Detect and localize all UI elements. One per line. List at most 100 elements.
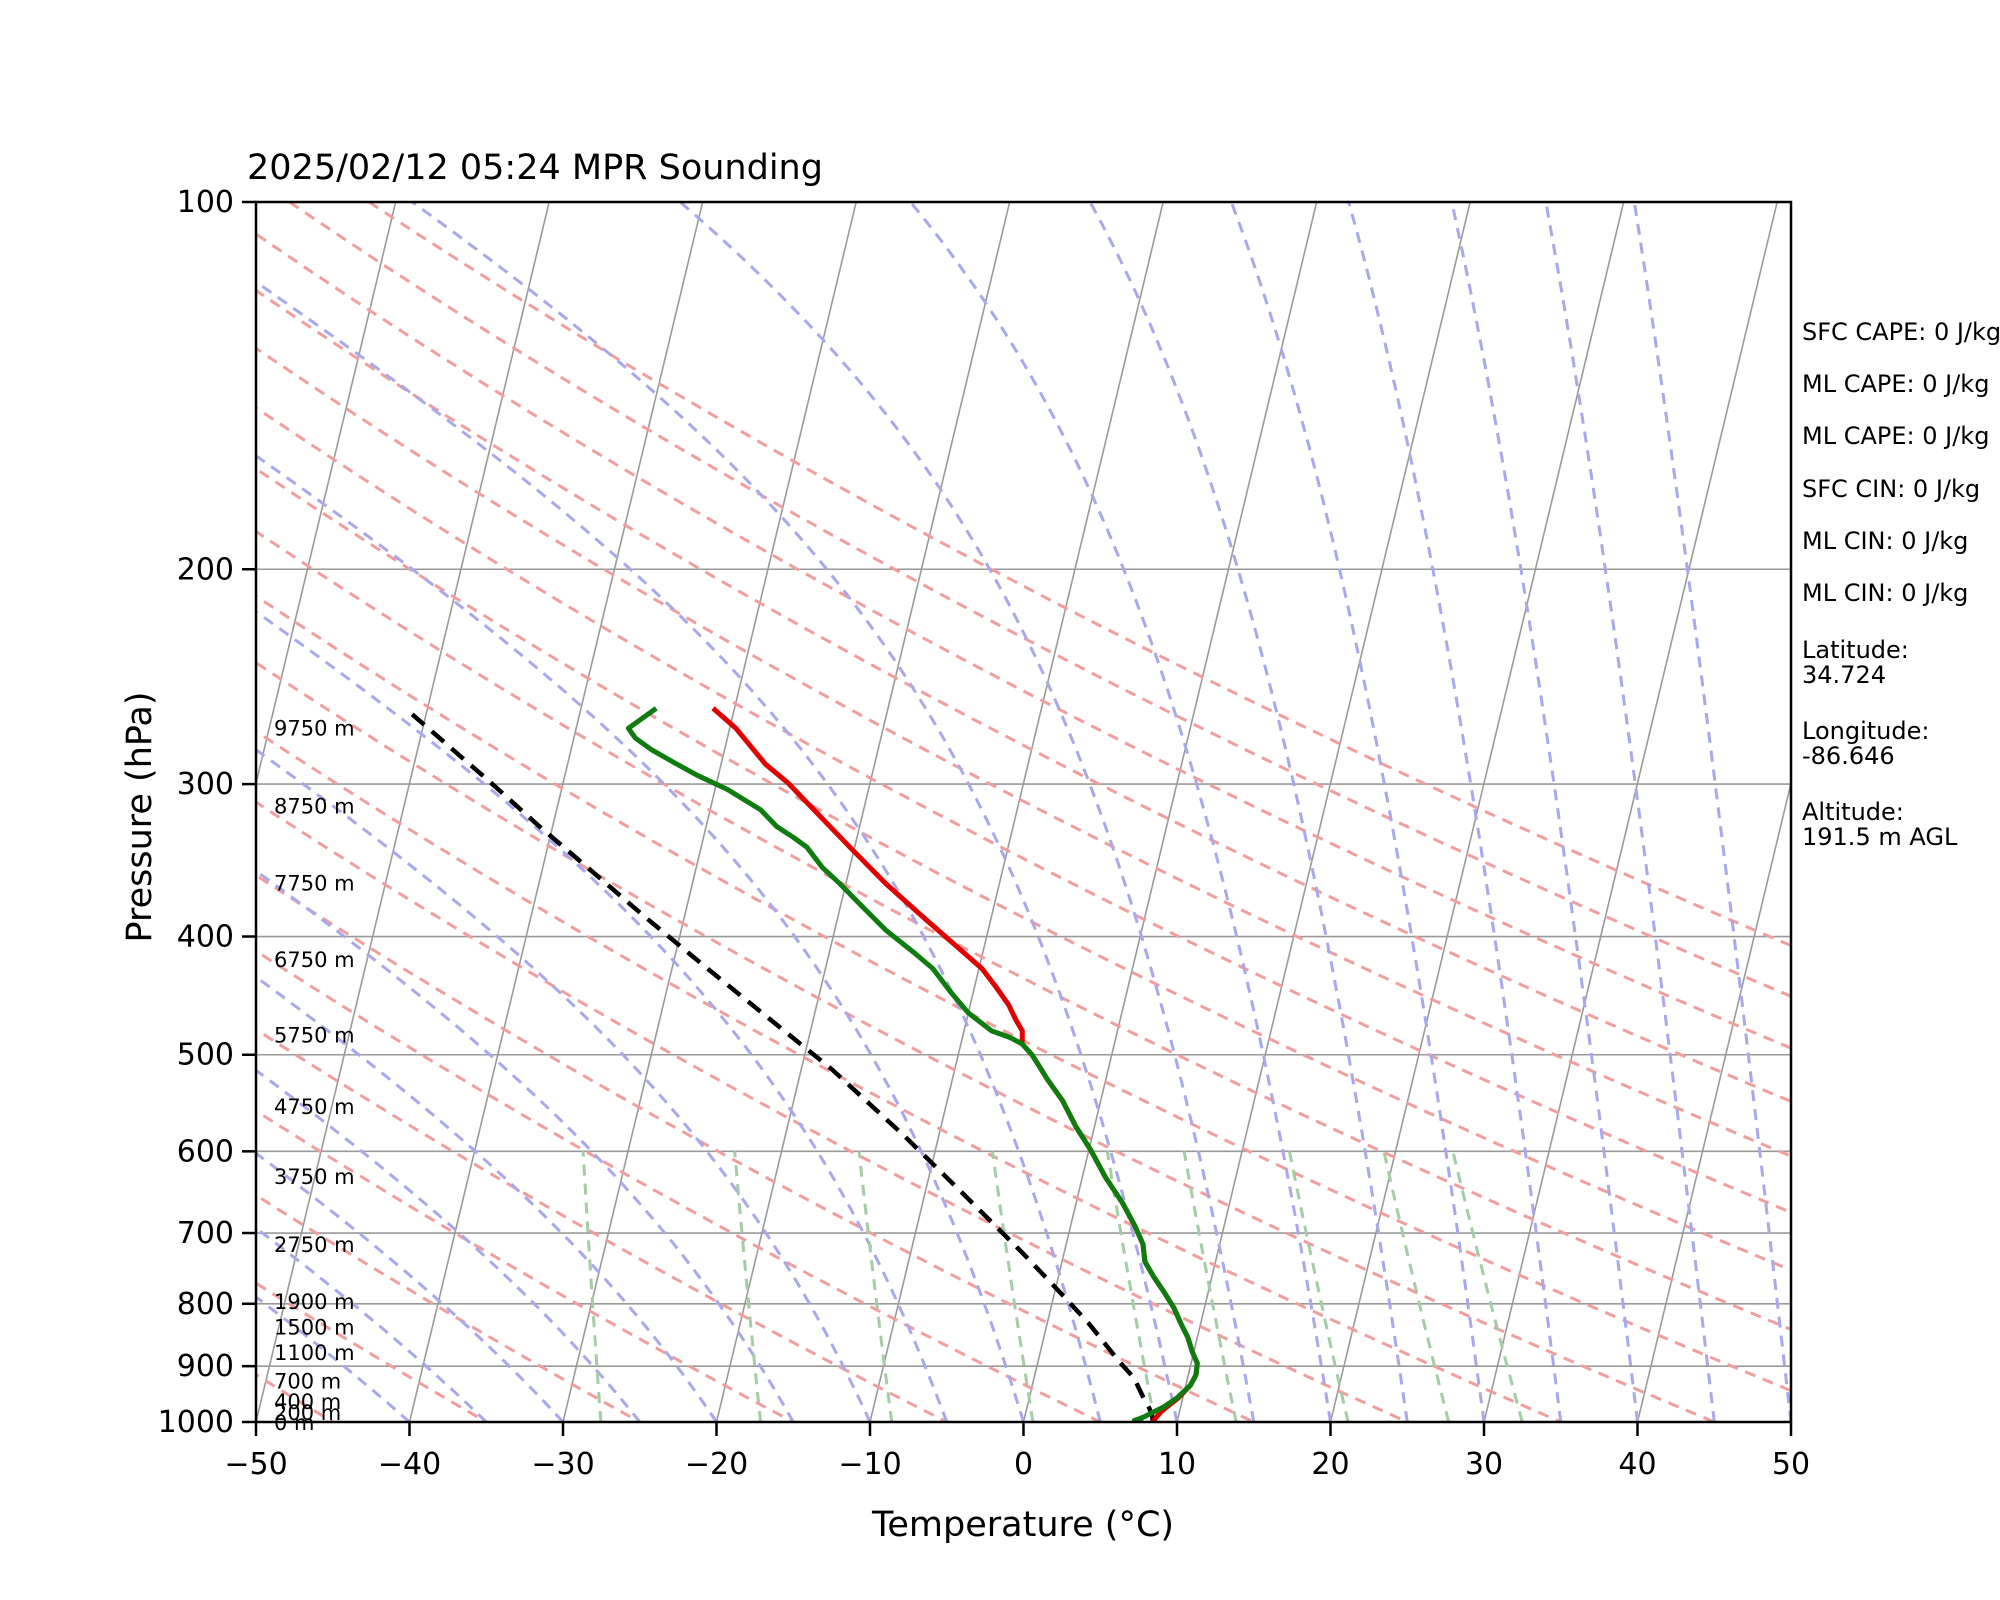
altitude-label-200-m: 200 m	[274, 1401, 341, 1425]
dry-adiabat-5	[256, 949, 1101, 1422]
page-title: 2025/02/12 05:24 MPR Sounding	[0, 148, 2000, 188]
x-tick-label--30: −30	[531, 1447, 594, 1482]
y-tick-label-700: 700	[177, 1216, 234, 1251]
plot-area	[256, 202, 1791, 1422]
mixing-ratio-32	[1451, 1150, 1524, 1422]
stat-ml-cin-2: ML CIN: 0 J/kg	[1802, 579, 1969, 607]
stat-ml-cin-1: ML CIN: 0 J/kg	[1802, 527, 1969, 555]
dewpoint-line	[625, 706, 1200, 1422]
moist-adiabat-15	[679, 202, 1256, 1422]
moist-adiabat-5	[256, 280, 1102, 1422]
isotherm-40	[1636, 779, 1791, 1422]
dry-adiabat-75	[256, 466, 1791, 1272]
y-tick-label-900: 900	[177, 1349, 234, 1384]
altitude-block: Altitude: 191.5 m AGL	[1802, 800, 1957, 850]
moist-adiabat-0	[256, 453, 1025, 1422]
isotherm--30	[562, 202, 857, 1422]
y-tick-label-300: 300	[177, 767, 234, 802]
mixing-ratio-7	[1105, 1151, 1157, 1422]
dry-adiabat-45	[256, 660, 1715, 1422]
latitude-value: 34.724	[1802, 661, 1886, 689]
altitude-label-4750-m: 4750 m	[274, 1095, 355, 1119]
longitude-value: -86.646	[1802, 742, 1895, 770]
mixing-ratio-0.4	[581, 1151, 603, 1422]
latitude-block: Latitude: 34.724	[1802, 638, 1909, 688]
dry-adiabat--35	[256, 1281, 488, 1422]
mixing-ratio-24	[1382, 1150, 1451, 1422]
isotherm-20	[1329, 202, 1625, 1422]
dry-adiabat-65	[256, 529, 1791, 1332]
isotherm--20	[715, 202, 1011, 1422]
stat-sfc-cape: SFC CAPE: 0 J/kg	[1802, 318, 2000, 346]
mixing-ratio-4	[990, 1151, 1035, 1422]
mixing-ratio-1	[733, 1151, 763, 1422]
x-tick-label-40: 40	[1618, 1447, 1656, 1482]
dry-adiabat-105	[256, 288, 1791, 1104]
y-tick-label-1000: 1000	[158, 1405, 234, 1440]
altitude-label-6750-m: 6750 m	[274, 948, 355, 972]
moist-adiabat-40	[1450, 202, 1639, 1422]
altitude-label-0-m: 0 m	[274, 1411, 315, 1435]
dry-adiabat-25	[256, 800, 1408, 1422]
dry-adiabat-95	[256, 346, 1791, 1158]
mixing-ratio-2	[857, 1151, 894, 1422]
x-tick-label--40: −40	[378, 1447, 441, 1482]
isotherm-0	[1022, 202, 1318, 1422]
altitude-label-5750-m: 5750 m	[274, 1023, 355, 1047]
moist-adiabat--15	[256, 869, 795, 1422]
moist-adiabat-25	[1088, 202, 1409, 1422]
y-axis-label: Pressure (hPa)	[120, 691, 160, 943]
isotherm--40	[408, 202, 704, 1422]
moist-adiabat-30	[1229, 202, 1486, 1422]
moist-adiabat-35	[1347, 202, 1563, 1422]
x-axis-label: Temperature (°C)	[871, 1505, 1175, 1545]
isotherm--50	[256, 202, 550, 1422]
dry-adiabat-85	[256, 405, 1791, 1214]
x-tick-label-0: 0	[1014, 1447, 1033, 1482]
x-tick-label--50: −50	[224, 1447, 287, 1482]
moist-adiabat--35	[256, 1226, 488, 1422]
stat-ml-cape-2: ML CAPE: 0 J/kg	[1802, 422, 1990, 450]
latitude-label: Latitude:	[1802, 636, 1909, 664]
moist-adiabat-50	[1632, 202, 1791, 1422]
altitude-label-7750-m: 7750 m	[274, 872, 355, 896]
dry-adiabat-35	[256, 729, 1562, 1422]
x-tick-label-30: 30	[1465, 1447, 1503, 1482]
mixing-ratio-16	[1287, 1151, 1350, 1422]
y-tick-label-500: 500	[177, 1038, 234, 1073]
x-tick-label--10: −10	[838, 1447, 901, 1482]
mixing-ratio-10	[1182, 1151, 1238, 1422]
altitude-label-400-m: 400 m	[274, 1390, 341, 1414]
altitude-label-700-m: 700 m	[274, 1369, 341, 1393]
moist-adiabat-45	[1544, 202, 1716, 1422]
isotherm--60	[256, 202, 397, 787]
moist-adiabat--20	[256, 975, 718, 1422]
x-tick-label-20: 20	[1311, 1447, 1349, 1482]
dry-adiabat-135	[368, 202, 1791, 948]
altitude-label-2750-m: 2750 m	[274, 1233, 355, 1257]
x-tick-label--20: −20	[685, 1447, 748, 1482]
y-tick-label-100: 100	[177, 185, 234, 220]
y-tick-label-800: 800	[177, 1287, 234, 1322]
x-tick-label-10: 10	[1158, 1447, 1196, 1482]
longitude-label: Longitude:	[1802, 717, 1930, 745]
altitude-value: 191.5 m AGL	[1802, 823, 1958, 851]
isotherm-10	[1176, 202, 1471, 1422]
title-text: 2025/02/12 05:24 MPR Sounding	[247, 148, 823, 188]
altitude-label-1900-m: 1900 m	[274, 1290, 355, 1314]
isotherm--10	[869, 202, 1164, 1422]
altitude-label-9750-m: 9750 m	[274, 716, 355, 740]
altitude-label-1500-m: 1500 m	[274, 1316, 355, 1340]
parcel-line	[410, 712, 1155, 1422]
y-tick-label-200: 200	[177, 552, 234, 587]
moist-adiabat-10	[411, 202, 1179, 1422]
stat-ml-cape-1: ML CAPE: 0 J/kg	[1802, 370, 1990, 398]
stat-sfc-cin: SFC CIN: 0 J/kg	[1802, 475, 1981, 503]
dry-adiabat-125	[288, 202, 1791, 998]
altitude-label-8750-m: 8750 m	[274, 795, 355, 819]
altitude-label-1100-m: 1100 m	[274, 1341, 355, 1365]
y-tick-label-600: 600	[177, 1134, 234, 1169]
moist-adiabat--10	[256, 747, 872, 1422]
